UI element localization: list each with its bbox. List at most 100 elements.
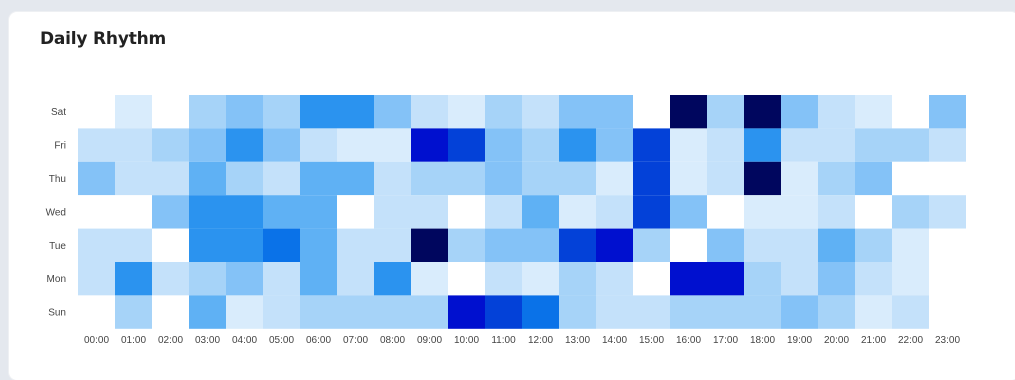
heatmap-cell [448, 228, 485, 262]
heatmap-cell [670, 262, 707, 296]
heatmap-cell [892, 161, 929, 196]
heatmap-cell [781, 295, 818, 329]
heatmap-cell [892, 228, 929, 262]
row-label: Tue [49, 241, 66, 252]
heatmap-cell [633, 95, 670, 129]
column-label: 16:00 [676, 335, 701, 346]
heatmap-cell [855, 161, 892, 196]
column-label: 08:00 [380, 335, 405, 346]
heatmap-cell [707, 161, 744, 196]
heatmap-cell [374, 195, 411, 229]
heatmap-cell [226, 95, 263, 129]
heatmap-cell [596, 128, 633, 162]
heatmap-cell [559, 262, 596, 296]
heatmap-cell [448, 295, 485, 329]
column-label: 19:00 [787, 335, 812, 346]
heatmap-cell [855, 228, 892, 262]
heatmap-cell [189, 95, 226, 129]
heatmap-cell [892, 95, 929, 129]
heatmap-cell [559, 95, 596, 129]
column-label: 07:00 [343, 335, 368, 346]
heatmap-cell [485, 195, 522, 229]
heatmap-cell [263, 128, 300, 162]
heatmap-cell [559, 161, 596, 196]
column-label: 05:00 [269, 335, 294, 346]
heatmap-cell [633, 195, 670, 229]
heatmap-cell [596, 95, 633, 129]
heatmap-cell [744, 262, 781, 296]
heatmap-cell [226, 128, 263, 162]
heatmap-cell [559, 128, 596, 162]
heatmap-cell [411, 262, 448, 296]
heatmap-cell [485, 295, 522, 329]
heatmap-cell [263, 228, 300, 262]
heatmap-cell [707, 128, 744, 162]
heatmap-cell [189, 195, 226, 229]
heatmap-cell [596, 228, 633, 262]
row-label: Mon [47, 274, 66, 285]
row-label: Wed [46, 207, 66, 218]
heatmap-cell [226, 195, 263, 229]
heatmap-cell [522, 195, 559, 229]
heatmap-cell [707, 295, 744, 329]
heatmap-cell [892, 295, 929, 329]
heatmap-cell [929, 95, 966, 129]
heatmap-cell [78, 95, 115, 129]
heatmap-cell [670, 228, 707, 262]
heatmap-cell [337, 161, 374, 196]
heatmap-cell [670, 95, 707, 129]
heatmap-cell [78, 128, 115, 162]
heatmap-cell [670, 195, 707, 229]
heatmap-cell [78, 195, 115, 229]
column-label: 09:00 [417, 335, 442, 346]
column-label: 23:00 [935, 335, 960, 346]
heatmap-cell [781, 161, 818, 196]
column-label: 14:00 [602, 335, 627, 346]
heatmap-cell [596, 295, 633, 329]
heatmap-cell [855, 195, 892, 229]
heatmap-cell [929, 161, 966, 196]
heatmap-cell [374, 161, 411, 196]
heatmap-cell [707, 228, 744, 262]
heatmap-cell [374, 262, 411, 296]
heatmap-cell [78, 295, 115, 329]
heatmap-cell [115, 262, 152, 296]
heatmap-cell [892, 195, 929, 229]
heatmap-cell [929, 195, 966, 229]
heatmap-cell [263, 95, 300, 129]
heatmap-cell [633, 128, 670, 162]
heatmap-cell [337, 295, 374, 329]
heatmap-cell [744, 295, 781, 329]
heatmap-cell [115, 228, 152, 262]
heatmap-cell [633, 228, 670, 262]
heatmap-cell [744, 195, 781, 229]
heatmap-cell [485, 228, 522, 262]
heatmap-cell [744, 95, 781, 129]
heatmap-cell [929, 262, 966, 296]
heatmap-cell [152, 95, 189, 129]
column-label: 13:00 [565, 335, 590, 346]
heatmap-cell [596, 161, 633, 196]
heatmap-cell [115, 128, 152, 162]
heatmap-cell [337, 228, 374, 262]
heatmap-cell [596, 262, 633, 296]
heatmap-cell [485, 161, 522, 196]
heatmap-cell [485, 95, 522, 129]
heatmap-cell [300, 95, 337, 129]
heatmap-cell [929, 228, 966, 262]
heatmap-cell [596, 195, 633, 229]
heatmap-cell [189, 128, 226, 162]
heatmap-cell [411, 128, 448, 162]
heatmap-cell [263, 295, 300, 329]
heatmap-cell [337, 128, 374, 162]
heatmap-cell [337, 195, 374, 229]
heatmap-cell [522, 262, 559, 296]
heatmap-cell [226, 295, 263, 329]
heatmap-cell [855, 95, 892, 129]
column-label: 02:00 [158, 335, 183, 346]
heatmap-cell [374, 128, 411, 162]
heatmap-cell [78, 228, 115, 262]
heatmap-cell [707, 195, 744, 229]
column-label: 00:00 [84, 335, 109, 346]
